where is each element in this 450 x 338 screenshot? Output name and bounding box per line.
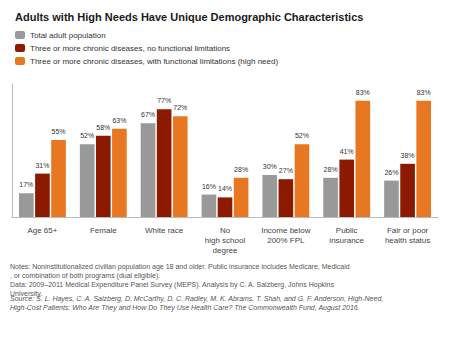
svg-text:58%: 58%: [96, 124, 110, 131]
svg-text:University.: University.: [10, 290, 43, 297]
svg-text:degree: degree: [213, 246, 238, 255]
svg-text:28%: 28%: [234, 166, 248, 173]
svg-text:Notes: Noninstitutionalized ci: Notes: Noninstitutionalized civilian pop…: [10, 263, 350, 271]
svg-text:83%: 83%: [356, 89, 370, 96]
svg-text:Source: S. L. Hayes, C. A. Sal: Source: S. L. Hayes, C. A. Salzberg, D. …: [10, 295, 383, 303]
svg-text:No: No: [220, 226, 231, 235]
svg-text:insurance: insurance: [329, 236, 364, 245]
svg-text:Total adult population: Total adult population: [30, 31, 106, 40]
svg-text:14%: 14%: [218, 185, 232, 192]
svg-text:16%: 16%: [202, 183, 216, 190]
svg-text:52%: 52%: [80, 132, 94, 139]
svg-text:Public: Public: [336, 226, 358, 235]
svg-text:Income below: Income below: [261, 226, 311, 235]
svg-text:26%: 26%: [384, 169, 398, 176]
svg-text:30%: 30%: [263, 163, 277, 170]
svg-text:77%: 77%: [157, 97, 171, 104]
svg-text:Three or more chronic diseases: Three or more chronic diseases, with fun…: [30, 57, 278, 66]
svg-text:63%: 63%: [112, 117, 126, 124]
svg-text:17%: 17%: [19, 181, 33, 188]
svg-text:72%: 72%: [173, 104, 187, 111]
svg-text:Age 65+: Age 65+: [27, 226, 57, 235]
svg-text:83%: 83%: [417, 89, 431, 96]
svg-text:52%: 52%: [295, 132, 309, 139]
svg-text:28%: 28%: [324, 166, 338, 173]
svg-text:health status: health status: [385, 236, 430, 245]
svg-text:High-Cost Patients: Who Are Th: High-Cost Patients: Who Are They and How…: [10, 304, 360, 312]
svg-text:high school: high school: [205, 236, 246, 245]
svg-text:Three or more chronic diseases: Three or more chronic diseases, no funct…: [30, 44, 230, 53]
svg-text:Adults with High Needs Have Un: Adults with High Needs Have Unique Demog…: [15, 11, 363, 23]
svg-text:Data: 2009–2011 Medical Expend: Data: 2009–2011 Medical Expenditure Pane…: [10, 281, 336, 289]
svg-text:200% FPL: 200% FPL: [267, 236, 305, 245]
svg-text:38%: 38%: [401, 152, 415, 159]
svg-text:, or combination of both progr: , or combination of both programs (dual …: [10, 272, 160, 280]
svg-text:Female: Female: [90, 226, 117, 235]
svg-text:Fair or poor: Fair or poor: [387, 226, 429, 235]
svg-text:27%: 27%: [279, 167, 293, 174]
svg-text:41%: 41%: [340, 148, 354, 155]
svg-text:White race: White race: [145, 226, 184, 235]
svg-text:67%: 67%: [141, 111, 155, 118]
svg-text:55%: 55%: [52, 128, 66, 135]
svg-text:31%: 31%: [35, 162, 49, 169]
